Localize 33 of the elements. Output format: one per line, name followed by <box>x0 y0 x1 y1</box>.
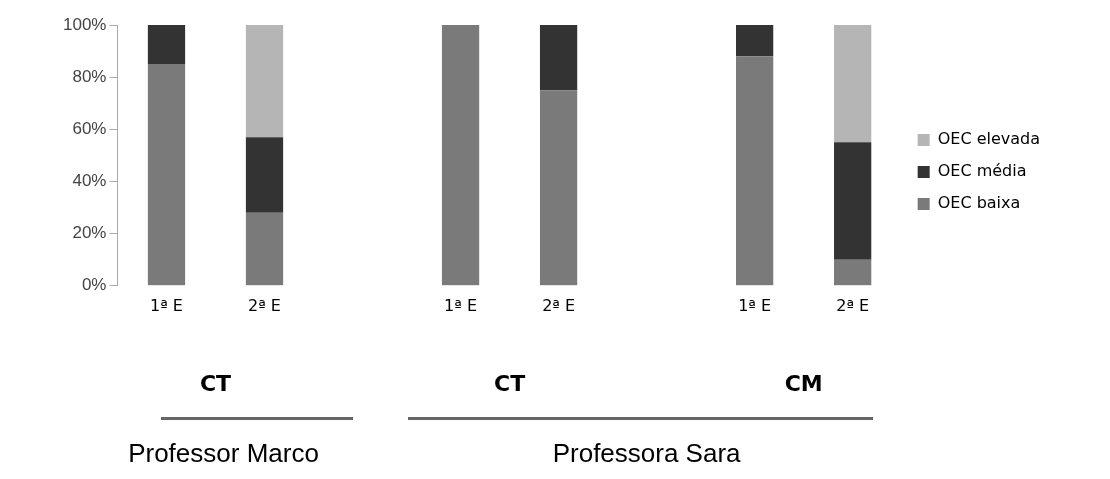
y-tick-label: 20% <box>72 223 107 243</box>
legend-label: OEC elevada <box>937 129 1040 149</box>
bar <box>147 64 186 286</box>
x-tick-label: 2ª E <box>248 295 281 315</box>
bar <box>245 25 284 138</box>
text: CM <box>784 370 823 396</box>
bar <box>245 137 284 213</box>
bar <box>834 25 872 143</box>
x-tick-label: 1ª E <box>738 295 772 315</box>
y-tick-label: 80% <box>72 66 107 86</box>
bar <box>147 25 186 65</box>
text: Professora Sara <box>552 438 742 469</box>
x-tick-label: 2ª E <box>542 295 576 315</box>
y-tick-label: 40% <box>72 171 107 191</box>
bar <box>245 212 284 286</box>
legend-label: OEC baixa <box>937 193 1021 213</box>
x-tick-label: 1ª E <box>444 295 478 315</box>
bar <box>539 25 578 91</box>
y-tick-label: 100% <box>63 14 107 34</box>
text: CT <box>199 370 232 396</box>
bar <box>441 25 480 286</box>
bar <box>834 142 872 260</box>
y-tick-label: 60% <box>72 119 107 139</box>
legend-label: OEC média <box>937 161 1027 181</box>
bar <box>834 259 872 286</box>
x-tick-label: 1ª E <box>150 295 183 315</box>
bar <box>539 90 578 286</box>
text: Professor Marco <box>128 438 319 469</box>
bar <box>736 25 774 57</box>
y-tick-label: 0% <box>81 275 107 295</box>
x-tick-label: 2ª E <box>836 295 870 315</box>
text: CT <box>494 370 526 396</box>
bar <box>736 56 774 286</box>
